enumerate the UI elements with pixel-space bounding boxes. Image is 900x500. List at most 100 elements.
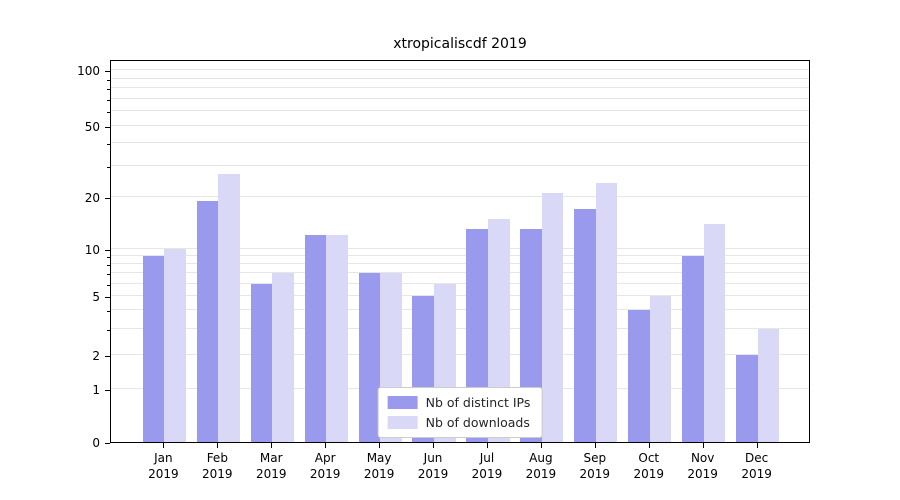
month-label: Aug xyxy=(529,451,553,465)
bar-distinct-ips-jan xyxy=(142,256,165,442)
x-tick-label-apr: Apr 2019 xyxy=(293,450,357,482)
bar-downloads-nov xyxy=(703,223,726,442)
month-label: Jul xyxy=(479,451,495,465)
month-label: Oct xyxy=(638,451,660,465)
plot-area xyxy=(110,60,810,443)
year-label: 2019 xyxy=(309,467,341,481)
y-tick-mark xyxy=(105,356,110,358)
year-label: 2019 xyxy=(525,467,557,481)
year-label: 2019 xyxy=(579,467,611,481)
x-tick-label-feb: Feb 2019 xyxy=(185,450,249,482)
bar-distinct-ips-may xyxy=(358,273,381,442)
gridline xyxy=(111,97,809,99)
gridline xyxy=(111,125,809,127)
x-tick-label-nov: Nov 2019 xyxy=(671,450,735,482)
gridline xyxy=(111,110,809,112)
y-minor-tick-mark xyxy=(107,311,110,313)
x-tick-label-mar: Mar 2019 xyxy=(239,450,303,482)
x-tick-label-aug: Aug 2019 xyxy=(509,450,573,482)
x-tick-mark xyxy=(271,443,273,448)
bar-distinct-ips-sep xyxy=(574,209,596,442)
x-tick-label-dec: Dec 2019 xyxy=(725,450,789,482)
year-label: 2019 xyxy=(471,467,503,481)
y-tick-label: 50 xyxy=(84,120,100,135)
bar-distinct-ips-feb xyxy=(196,200,219,442)
x-tick-mark xyxy=(594,443,596,448)
y-tick-mark xyxy=(105,71,110,73)
y-tick-mark xyxy=(105,443,110,444)
legend: Nb of distinct IPs Nb of downloads xyxy=(377,387,543,438)
bar-distinct-ips-dec xyxy=(736,355,758,442)
legend-row: Nb of downloads xyxy=(387,415,531,430)
legend-label: Nb of downloads xyxy=(425,415,530,430)
gridline xyxy=(111,255,809,257)
month-label: Mar xyxy=(259,451,283,465)
month-label: Sep xyxy=(583,451,607,465)
bar-distinct-ips-mar xyxy=(250,283,273,442)
gridline xyxy=(111,142,809,144)
x-tick-mark xyxy=(486,443,488,448)
gridline xyxy=(111,309,809,311)
y-minor-tick-mark xyxy=(107,265,110,267)
bar-downloads-apr xyxy=(326,235,348,442)
gridline xyxy=(111,247,809,249)
x-tick-mark xyxy=(648,443,650,448)
bar-downloads-aug xyxy=(541,193,564,442)
y-tick-mark xyxy=(105,390,110,392)
x-tick-label-jan: Jan 2019 xyxy=(131,450,195,482)
y-minor-tick-mark xyxy=(107,112,110,114)
y-tick-label: 20 xyxy=(84,190,100,205)
gridline xyxy=(111,77,809,79)
gridline xyxy=(111,195,809,197)
x-tick-label-jun: Jun 2019 xyxy=(401,450,465,482)
y-minor-tick-mark xyxy=(107,89,110,91)
gridline xyxy=(111,263,809,265)
gridline xyxy=(111,272,809,274)
month-label: Nov xyxy=(690,451,715,465)
month-label: May xyxy=(366,451,392,465)
year-label: 2019 xyxy=(363,467,395,481)
month-label: Jun xyxy=(423,451,443,465)
x-tick-mark xyxy=(217,443,219,448)
bar-distinct-ips-nov xyxy=(682,256,704,442)
x-tick-mark xyxy=(756,443,758,448)
chart-title: xtropicaliscdf 2019 xyxy=(393,36,527,52)
y-minor-tick-mark xyxy=(107,79,110,81)
y-tick-mark xyxy=(105,197,110,199)
year-label: 2019 xyxy=(255,467,287,481)
year-label: 2019 xyxy=(417,467,449,481)
month-label: Dec xyxy=(744,451,769,465)
y-minor-tick-mark xyxy=(107,274,110,276)
y-tick-label: 1 xyxy=(92,383,100,398)
x-tick-mark xyxy=(163,443,165,448)
legend-row: Nb of distinct IPs xyxy=(387,395,531,410)
bar-downloads-sep xyxy=(595,182,618,442)
x-tick-mark xyxy=(379,443,381,448)
bar-downloads-dec xyxy=(757,328,780,442)
year-label: 2019 xyxy=(148,467,179,481)
y-tick-label: 100 xyxy=(77,64,100,79)
gridline xyxy=(111,282,809,284)
x-tick-mark xyxy=(325,443,327,448)
x-tick-mark xyxy=(540,443,542,448)
x-tick-mark xyxy=(702,443,704,448)
y-minor-tick-mark xyxy=(107,329,110,331)
y-tick-label: 2 xyxy=(92,349,100,364)
y-tick-mark xyxy=(105,249,110,251)
y-minor-tick-mark xyxy=(107,284,110,286)
month-label: Jan xyxy=(154,451,173,465)
y-tick-label: 5 xyxy=(92,290,100,305)
x-tick-label-sep: Sep 2019 xyxy=(563,450,627,482)
y-tick-mark xyxy=(105,127,110,129)
legend-label: Nb of distinct IPs xyxy=(425,395,531,410)
bar-downloads-feb xyxy=(218,173,240,442)
y-minor-tick-mark xyxy=(107,257,110,259)
y-tick-mark xyxy=(105,297,110,299)
gridline xyxy=(111,164,809,166)
x-tick-mark xyxy=(433,443,435,448)
y-minor-tick-mark xyxy=(107,166,110,168)
gridline xyxy=(111,327,809,329)
x-tick-label-oct: Oct 2019 xyxy=(617,450,681,482)
year-label: 2019 xyxy=(633,467,665,481)
